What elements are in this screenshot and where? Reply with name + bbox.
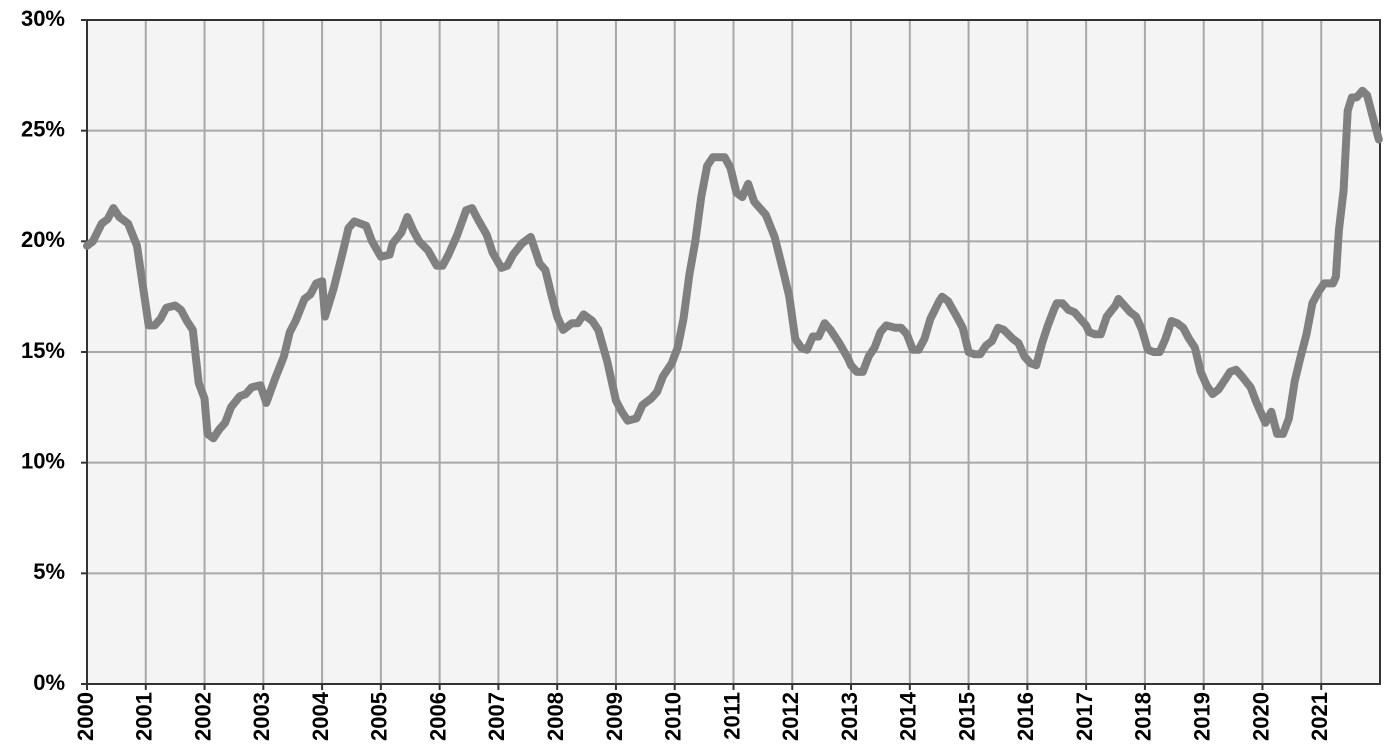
x-tick-label: 2002 [190, 692, 215, 741]
x-tick-label: 2011 [719, 692, 744, 740]
x-tick-label: 2017 [1072, 692, 1097, 741]
data-line [83, 86, 1383, 443]
x-tick-label: 2003 [249, 692, 274, 741]
x-tick-label: 2020 [1248, 692, 1273, 741]
x-tick-label: 2012 [778, 692, 803, 741]
x-tick-label: 2014 [896, 691, 921, 741]
x-tick-label: 2008 [543, 692, 568, 741]
x-tick-label: 2013 [837, 692, 862, 741]
y-tick-label: 15% [21, 338, 65, 363]
x-tick-label: 2000 [73, 692, 98, 741]
y-tick-label: 5% [33, 559, 65, 584]
y-tick-label: 10% [21, 448, 65, 473]
x-tick-label: 2007 [484, 692, 509, 741]
x-tick-label: 2019 [1189, 692, 1214, 741]
x-tick-label: 2001 [132, 692, 157, 741]
x-tick-label: 2004 [308, 691, 333, 741]
x-tick-label: 2015 [954, 692, 979, 741]
x-tick-label: 2006 [425, 692, 450, 741]
x-tick-label: 2010 [661, 692, 686, 741]
x-tick-label: 2016 [1013, 692, 1038, 741]
y-tick-label: 30% [21, 6, 65, 31]
x-tick-label: 2005 [367, 692, 392, 741]
x-tick-label: 2018 [1131, 692, 1156, 741]
y-tick-label: 20% [21, 227, 65, 252]
plot-border [86, 19, 1381, 685]
y-tick-label: 0% [33, 670, 65, 695]
x-tick-label: 2009 [602, 692, 627, 741]
y-tick-label: 25% [21, 116, 65, 141]
x-tick-label: 2021 [1307, 692, 1332, 741]
